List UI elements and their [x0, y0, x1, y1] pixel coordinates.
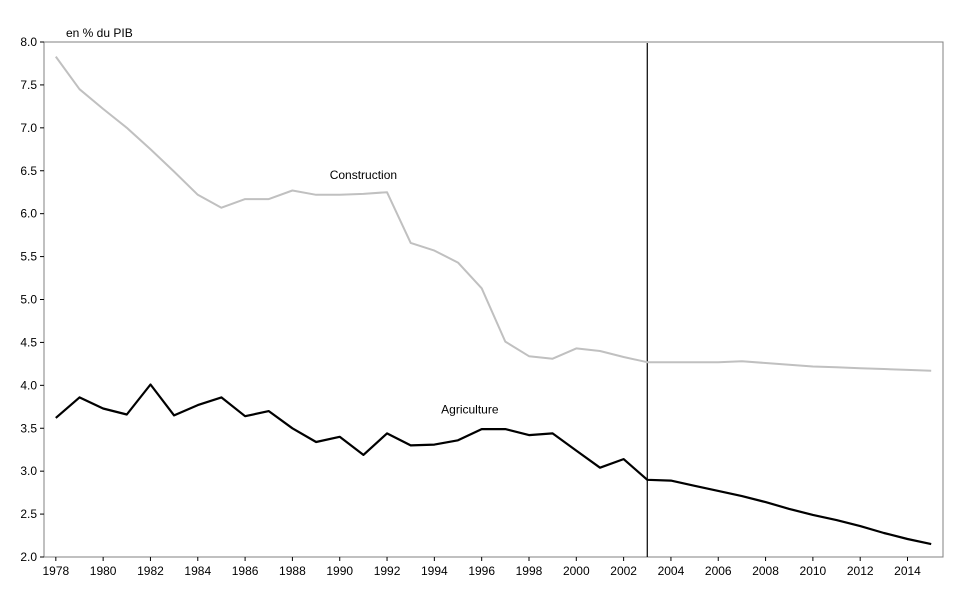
- x-tick-label: 2010: [800, 564, 827, 578]
- x-axis: 1978 1980 1982 1984 1986 1988 1990 1992 1994 1996…: [42, 557, 921, 578]
- x-tick-label: 2006: [705, 564, 732, 578]
- x-tick-label: 1998: [516, 564, 543, 578]
- y-tick-label: 8.0: [20, 35, 37, 49]
- x-tick-label: 2000: [563, 564, 590, 578]
- x-tick-label: 1990: [326, 564, 353, 578]
- x-tick-label: 1978: [42, 564, 69, 578]
- y-axis: 2.0 2.5 3.0 3.5 4.0 4.5 5.0 5.5 6.0 6.5 7.0 7.5 8.0: [20, 35, 44, 564]
- y-axis-label: en % du PIB: [66, 26, 133, 40]
- x-tick-label: 1986: [232, 564, 259, 578]
- y-tick-label: 7.0: [20, 121, 37, 135]
- x-tick-label: 2014: [894, 564, 921, 578]
- x-tick-label: 2008: [752, 564, 779, 578]
- y-tick-label: 4.0: [20, 378, 37, 392]
- x-tick-label: 1992: [374, 564, 401, 578]
- x-tick-label: 1982: [137, 564, 164, 578]
- series-line-construction: [54, 56, 932, 372]
- x-tick-label: 2002: [610, 564, 637, 578]
- x-tick-label: 1994: [421, 564, 448, 578]
- series-label-construction: Construction: [330, 168, 397, 182]
- y-tick-label: 6.5: [20, 164, 37, 178]
- y-tick-label: 7.5: [20, 78, 37, 92]
- y-tick-label: 5.5: [20, 250, 37, 264]
- y-tick-label: 2.0: [20, 550, 37, 564]
- series-label-agriculture: Agriculture: [441, 402, 499, 416]
- series-layer: Construction Agriculture: [54, 56, 932, 546]
- y-tick-label: 6.0: [20, 207, 37, 221]
- x-tick-label: 2004: [658, 564, 685, 578]
- y-tick-label: 3.5: [20, 421, 37, 435]
- y-tick-label: 4.5: [20, 335, 37, 349]
- series-line-agriculture: [55, 383, 932, 546]
- y-tick-label: 5.0: [20, 293, 37, 307]
- x-tick-label: 1980: [90, 564, 117, 578]
- y-tick-label: 3.0: [20, 464, 37, 478]
- x-tick-label: 2012: [847, 564, 874, 578]
- plot-area: [43, 41, 944, 558]
- x-tick-label: 1996: [468, 564, 495, 578]
- x-tick-label: 1988: [279, 564, 306, 578]
- x-tick-label: 1984: [184, 564, 211, 578]
- y-tick-label: 2.5: [20, 507, 37, 521]
